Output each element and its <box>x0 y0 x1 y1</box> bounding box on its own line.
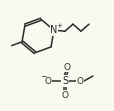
Text: O: O <box>61 90 68 99</box>
Text: S: S <box>61 76 67 86</box>
Text: O: O <box>63 62 70 71</box>
Text: O: O <box>76 76 83 85</box>
Text: N: N <box>50 25 57 35</box>
Text: +: + <box>56 23 61 29</box>
Text: −: − <box>39 72 46 81</box>
Text: O: O <box>44 76 51 85</box>
